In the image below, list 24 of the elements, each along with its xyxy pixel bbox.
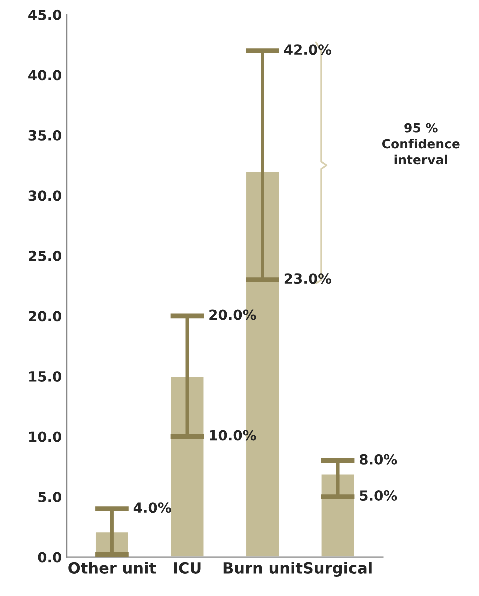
bar (320, 473, 356, 558)
bar (170, 376, 206, 558)
x-tick-label: ICU (174, 562, 201, 574)
y-tick-label: 25.0 (29, 250, 62, 262)
y-tick-label: 40.0 (28, 70, 62, 81)
y-tick-label: 15.0 (30, 371, 62, 382)
x-tick-label: Other unit (68, 562, 156, 574)
annotation: 20.0% (210, 310, 256, 320)
annotation: 42.0% (284, 44, 332, 56)
x-tick-label: Surgical (304, 562, 372, 578)
y-tick-label: 0.0 (38, 552, 62, 563)
annotation: 4.0% (134, 502, 172, 514)
y-tick-label: 35.0 (28, 130, 62, 141)
y-tick-label: 10.0 (30, 432, 62, 442)
annotation: 23.0% (284, 274, 332, 284)
y-tick-label: 5.0 (38, 492, 62, 502)
y-tick-label: 45.0 (28, 10, 62, 20)
x-tick-label: Burn unit (224, 562, 303, 574)
annotation: 8.0% (360, 454, 398, 465)
annotation: 95 % Confidence interval (382, 123, 460, 165)
y-tick-label: 20.0 (29, 311, 62, 322)
annotation: 5.0% (360, 490, 398, 502)
y-tick-label: 30.0 (28, 190, 62, 202)
annotation: 10.0% (210, 430, 256, 441)
